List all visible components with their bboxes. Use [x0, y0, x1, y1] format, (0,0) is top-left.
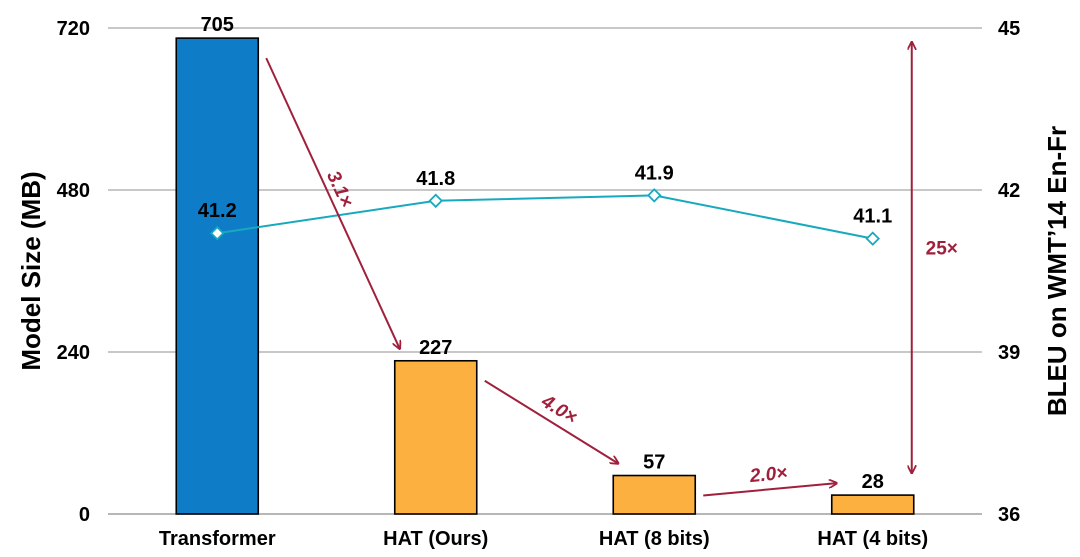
y2-axis-title: BLEU on WMT’14 En-Fr — [1042, 126, 1072, 416]
bar-1 — [393, 359, 478, 515]
bleu-value-label-3: 41.1 — [853, 206, 892, 228]
reduction-label-3: 25× — [926, 239, 958, 260]
reduction-label-1: 4.0× — [537, 391, 581, 429]
bleu-marker-2 — [646, 188, 662, 203]
bar-value-label-2: 57 — [643, 452, 665, 474]
reduction-label-2: 2.0× — [748, 463, 788, 487]
bleu-marker-1 — [428, 193, 444, 209]
bars — [175, 37, 915, 515]
y2-tick-label-1: 39 — [998, 342, 1020, 364]
x-tick-label-3: HAT (4 bits) — [817, 528, 928, 550]
bar-0 — [175, 37, 260, 515]
reduction-arrow-1 — [484, 379, 619, 464]
y-tick-label-2: 480 — [57, 180, 90, 202]
bleu-marker-0 — [209, 225, 225, 241]
x-tick-label-0: Transformer — [159, 528, 276, 550]
bar-2 — [612, 474, 697, 515]
x-tick-label-1: HAT (Ours) — [383, 528, 488, 550]
y-axis-title: Model Size (MB) — [16, 171, 46, 370]
bar-value-label-0: 705 — [201, 14, 234, 36]
bleu-value-label-2: 41.9 — [635, 162, 674, 184]
bleu-marker-3 — [865, 231, 881, 246]
labels: 705 227 57 28 41.2 41.8 41.9 41.1 0 240 480 720 36 39… — [16, 14, 1072, 550]
reduction-arrow-2 — [703, 483, 837, 497]
y-tick-label-1: 240 — [57, 342, 90, 364]
y2-tick-label-0: 36 — [998, 504, 1020, 526]
bleu-line — [217, 194, 873, 240]
bar-value-label-3: 28 — [862, 471, 884, 493]
bleu-value-label-0: 41.2 — [198, 200, 237, 222]
bleu-line-series — [209, 188, 881, 246]
reduction-arrow-0 — [265, 57, 400, 349]
bar-3 — [830, 494, 915, 515]
y-tick-label-0: 0 — [79, 504, 90, 526]
y2-tick-label-2: 42 — [998, 180, 1020, 202]
y-tick-label-3: 720 — [57, 18, 90, 40]
annotations — [265, 42, 912, 497]
x-tick-label-2: HAT (8 bits) — [599, 528, 710, 550]
bar-value-label-1: 227 — [419, 337, 452, 359]
bleu-value-label-1: 41.8 — [416, 168, 455, 190]
y2-tick-label-3: 45 — [998, 18, 1020, 40]
